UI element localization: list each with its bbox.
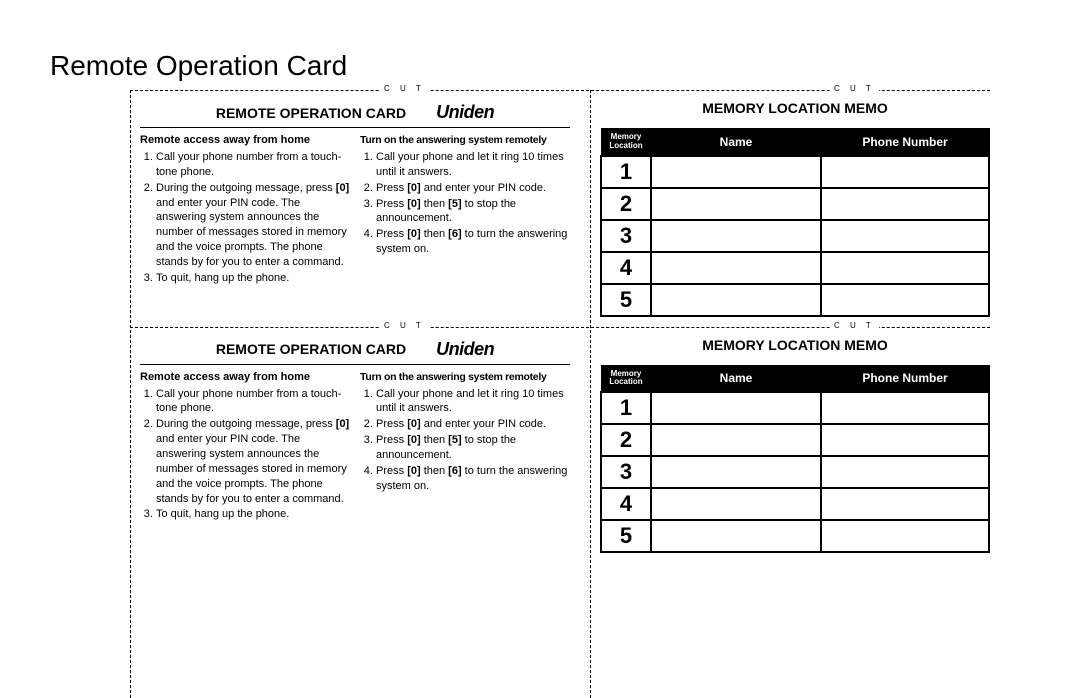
memo-header-name: Name [651,129,821,156]
memo-num: 1 [601,392,651,424]
memo-name-cell [651,392,821,424]
memo-phone-cell [821,488,989,520]
memo-row: 4 [601,252,989,284]
memo-card-1: MEMORY LOCATION MEMO MemoryLocation Name… [590,90,990,327]
memo-row: 4 [601,488,989,520]
memo-table: MemoryLocation Name Phone Number 1 2 3 4… [600,365,990,554]
brand-logo: Uniden [436,102,494,123]
instruction-item: Call your phone number from a touch-tone… [156,387,350,417]
memo-name-cell [651,284,821,316]
instruction-item: Call your phone and let it ring 10 times… [376,150,570,180]
memo-row: 1 [601,156,989,188]
memo-title: MEMORY LOCATION MEMO [600,100,990,116]
memo-row: 2 [601,188,989,220]
left-col-title: Remote access away from home [140,134,350,146]
memo-num: 3 [601,220,651,252]
instruction-item: To quit, hang up the phone. [156,507,350,522]
memo-row: 5 [601,520,989,552]
left-instructions: Call your phone number from a touch-tone… [140,150,350,286]
memo-phone-cell [821,188,989,220]
memo-row: 3 [601,456,989,488]
operation-card-2: REMOTE OPERATION CARD Uniden Remote acce… [130,327,590,564]
memo-header-phone: Phone Number [821,129,989,156]
memo-name-cell [651,188,821,220]
card-row-2: REMOTE OPERATION CARD Uniden Remote acce… [50,327,990,564]
operation-card-1: REMOTE OPERATION CARD Uniden Remote acce… [130,90,590,327]
instruction-item: Call your phone number from a touch-tone… [156,150,350,180]
memo-name-cell [651,424,821,456]
memo-num: 4 [601,252,651,284]
card-title: REMOTE OPERATION CARD [216,105,406,121]
instruction-item: To quit, hang up the phone. [156,271,350,286]
memo-header-memory: MemoryLocation [601,365,651,392]
instruction-item: During the outgoing message, press [0] a… [156,417,350,506]
memo-num: 2 [601,424,651,456]
memo-phone-cell [821,252,989,284]
instruction-item: During the outgoing message, press [0] a… [156,181,350,270]
memo-phone-cell [821,156,989,188]
memo-table: MemoryLocation Name Phone Number 1 2 3 4… [600,128,990,317]
memo-phone-cell [821,456,989,488]
instruction-item: Press [0] then [6] to turn the answering… [376,464,570,494]
memo-num: 3 [601,456,651,488]
card-title: REMOTE OPERATION CARD [216,341,406,357]
instruction-item: Press [0] and enter your PIN code. [376,181,570,196]
memo-header-memory: MemoryLocation [601,129,651,156]
memo-header-name: Name [651,365,821,392]
memo-phone-cell [821,220,989,252]
memo-name-cell [651,220,821,252]
page-title: Remote Operation Card [50,50,1080,82]
memo-row: 3 [601,220,989,252]
instruction-item: Press [0] then [6] to turn the answering… [376,227,570,257]
memo-phone-cell [821,392,989,424]
cards-container: C U T C U T REMOTE OPERATION CARD Uniden… [50,90,990,563]
memo-num: 5 [601,284,651,316]
divider [140,364,570,365]
instruction-item: Call your phone and let it ring 10 times… [376,387,570,417]
memo-name-cell [651,488,821,520]
memo-name-cell [651,252,821,284]
instruction-item: Press [0] then [5] to stop the announcem… [376,197,570,227]
card-row-1: REMOTE OPERATION CARD Uniden Remote acce… [50,90,990,327]
memo-phone-cell [821,284,989,316]
memo-card-2: MEMORY LOCATION MEMO MemoryLocation Name… [590,327,990,564]
instruction-item: Press [0] and enter your PIN code. [376,417,570,432]
memo-row: 2 [601,424,989,456]
right-col-title: Turn on the answering system remotely [360,371,570,383]
memo-row: 5 [601,284,989,316]
memo-name-cell [651,456,821,488]
memo-header-phone: Phone Number [821,365,989,392]
instruction-item: Press [0] then [5] to stop the announcem… [376,433,570,463]
memo-name-cell [651,156,821,188]
memo-name-cell [651,520,821,552]
right-instructions: Call your phone and let it ring 10 times… [360,387,570,494]
memo-phone-cell [821,520,989,552]
memo-num: 4 [601,488,651,520]
memo-num: 2 [601,188,651,220]
memo-num: 5 [601,520,651,552]
memo-title: MEMORY LOCATION MEMO [600,337,990,353]
left-col-title: Remote access away from home [140,371,350,383]
memo-phone-cell [821,424,989,456]
divider [140,127,570,128]
memo-row: 1 [601,392,989,424]
left-instructions: Call your phone number from a touch-tone… [140,387,350,523]
right-col-title: Turn on the answering system remotely [360,134,570,146]
brand-logo: Uniden [436,339,494,360]
memo-num: 1 [601,156,651,188]
right-instructions: Call your phone and let it ring 10 times… [360,150,570,257]
